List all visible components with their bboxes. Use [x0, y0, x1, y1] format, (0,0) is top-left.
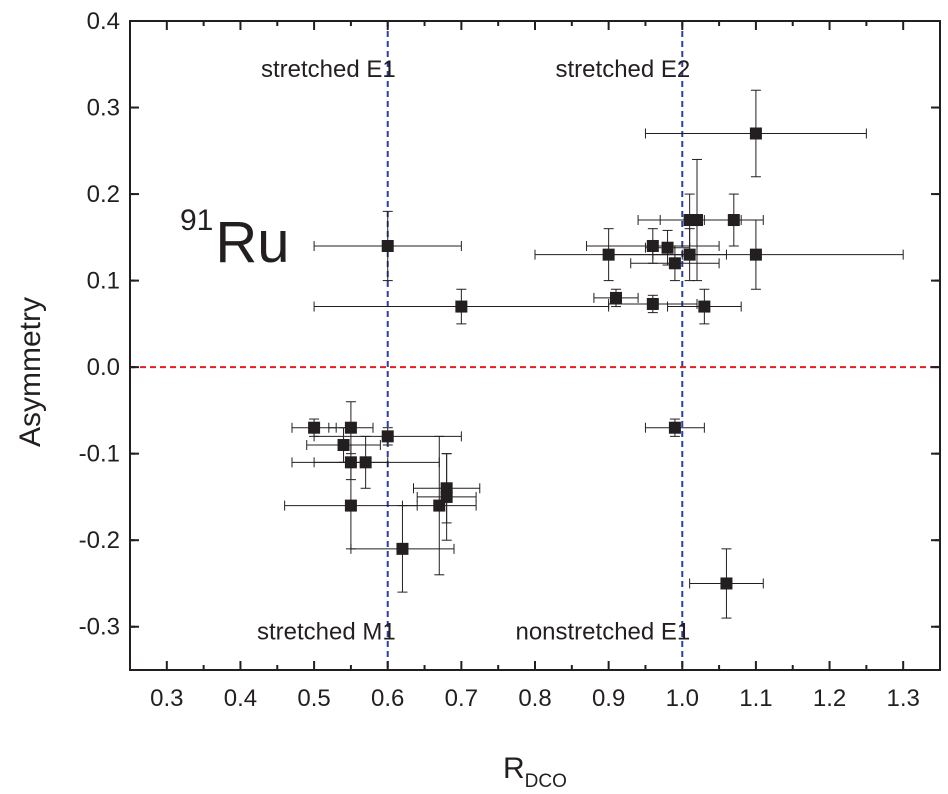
data-point: [668, 421, 681, 434]
error-bars: [284, 89, 904, 619]
data-point: [602, 248, 615, 261]
x-tick-label: 0.6: [371, 685, 404, 712]
x-tick-label: 0.3: [150, 685, 183, 712]
x-tick-label: 0.4: [224, 685, 257, 712]
axis-ticks: [129, 20, 941, 670]
x-tick-label: 1.0: [666, 685, 699, 712]
region-annotation: stretched E2: [556, 56, 691, 83]
region-annotation: stretched E1: [261, 56, 396, 83]
data-point: [668, 257, 681, 270]
y-axis-label: Asymmetry: [14, 297, 47, 447]
data-point: [344, 456, 357, 469]
x-tick-label: 1.3: [886, 685, 919, 712]
x-axis-label-subscript: DCO: [525, 771, 567, 792]
nuclide-mass-number: 91: [180, 204, 213, 237]
plot-frame: [129, 20, 941, 671]
data-point: [610, 291, 622, 304]
data-point: [337, 439, 350, 452]
data-point: [683, 248, 696, 261]
data-point: [396, 542, 409, 555]
x-tick-label: 0.5: [297, 685, 330, 712]
data-point: [381, 239, 394, 252]
data-point: [698, 300, 711, 313]
annotations: stretched E1 stretched E2 stretched M1 nons…: [257, 56, 690, 645]
nuclide-label: 91Ru: [180, 204, 290, 275]
x-tick-label: 0.8: [518, 685, 551, 712]
y-tick-label: 0.2: [87, 181, 120, 208]
data-point: [646, 239, 659, 252]
tick-labels: 0.3 0.4 0.5 0.6 0.7 0.8 0.9 1.0 1.1 1.2 1.3 -0.3 -0.…: [79, 8, 920, 712]
region-annotation: stretched M1: [257, 619, 396, 646]
region-annotation: nonstretched E1: [515, 619, 690, 646]
data-point: [433, 499, 446, 512]
data-point: [344, 499, 357, 512]
y-tick-label: -0.3: [79, 614, 120, 641]
reference-lines: [130, 21, 940, 670]
y-tick-label: 0.4: [87, 8, 120, 35]
x-tick-label: 0.7: [445, 685, 478, 712]
data-point: [308, 421, 321, 434]
x-tick-label: 1.2: [813, 685, 846, 712]
data-points: [308, 127, 762, 590]
x-axis-label: RDCO: [503, 752, 567, 792]
x-tick-label: 0.9: [592, 685, 625, 712]
data-point: [720, 577, 733, 590]
x-axis-label-main: R: [503, 752, 525, 785]
data-point: [749, 127, 762, 140]
nuclide-symbol: Ru: [215, 210, 289, 275]
y-tick-label: 0.1: [87, 268, 120, 295]
y-tick-label: -0.1: [79, 441, 120, 468]
y-tick-label: -0.2: [79, 527, 120, 554]
data-point: [749, 248, 762, 261]
data-point: [727, 214, 740, 227]
y-tick-label: 0.3: [87, 95, 120, 122]
x-tick-label: 1.1: [739, 685, 772, 712]
data-point: [381, 430, 394, 443]
data-point: [344, 421, 357, 434]
data-point: [359, 456, 372, 469]
data-point: [455, 300, 468, 313]
data-point: [646, 297, 659, 310]
data-point: [691, 214, 703, 227]
data-point: [661, 241, 674, 254]
y-tick-label: 0.0: [87, 354, 120, 381]
